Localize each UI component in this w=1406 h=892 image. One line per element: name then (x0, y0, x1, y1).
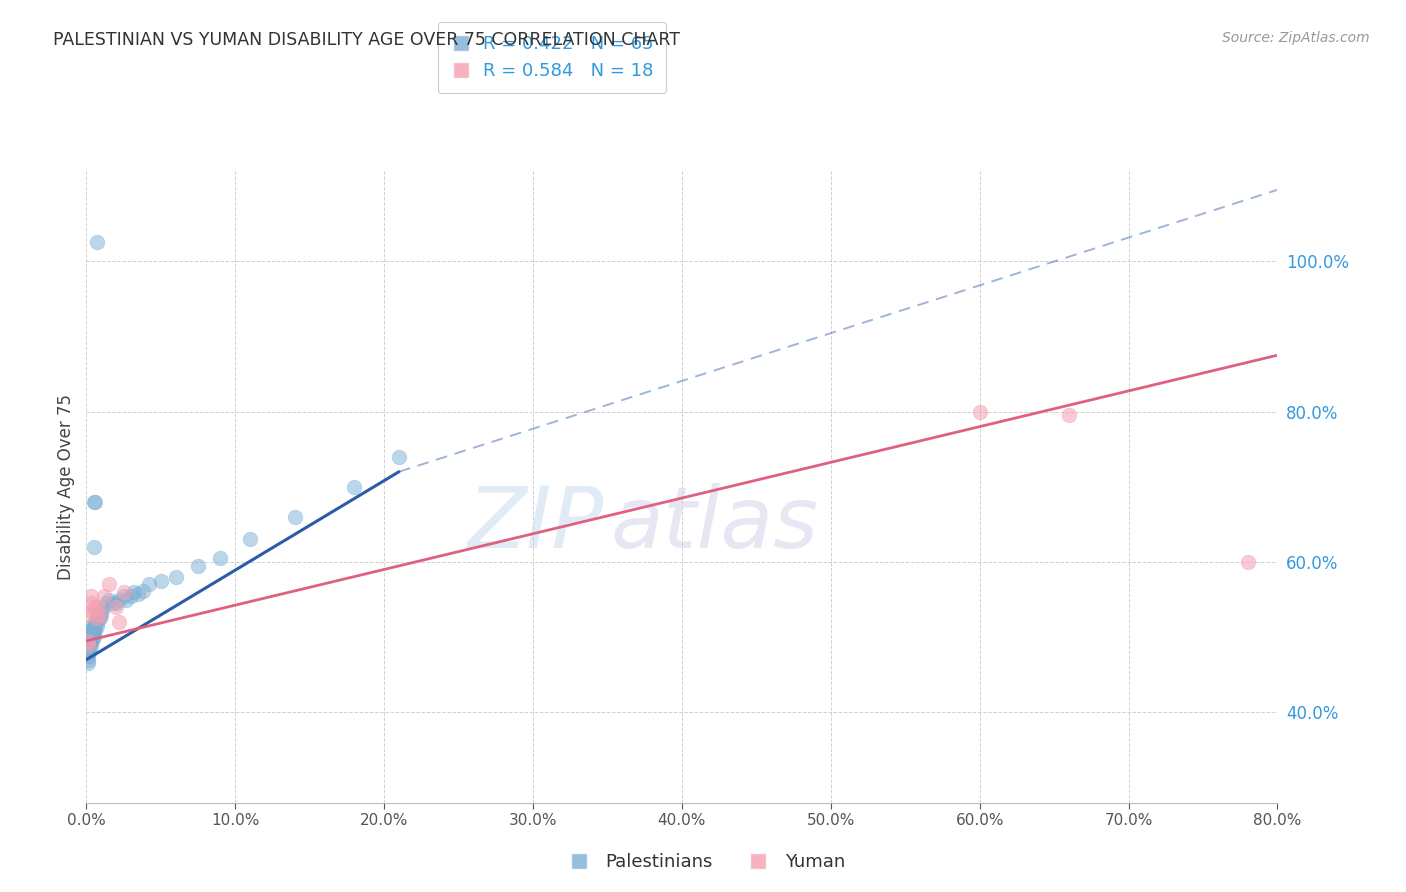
Point (76, 657, 98, 671)
Point (969, 404, 991, 418)
Point (80, 589, 103, 603)
Point (80, 626, 103, 640)
Point (80, 639, 103, 653)
Point (239, 533, 262, 547)
Point (105, 600, 128, 615)
Point (83, 626, 105, 640)
Point (93, 600, 115, 615)
Point (122, 585, 145, 599)
Point (77, 607, 100, 622)
Point (80, 623, 103, 637)
Point (80, 630, 103, 644)
Text: Source: ZipAtlas.com: Source: ZipAtlas.com (1222, 31, 1369, 45)
Point (84, 619, 107, 633)
Point (138, 577, 160, 591)
Point (82, 626, 104, 640)
Point (89, 607, 111, 622)
Point (87, 600, 110, 615)
Point (112, 585, 135, 599)
Point (84, 615, 107, 629)
Point (93, 589, 115, 603)
Point (76, 638, 98, 652)
Point (90, 607, 112, 622)
Point (76, 653, 98, 667)
Point (108, 592, 131, 607)
Point (76, 645, 98, 659)
Point (120, 589, 142, 603)
Point (388, 450, 411, 464)
Point (83, 495, 105, 509)
Legend: R = 0.422   N = 65, R = 0.584   N = 18: R = 0.422 N = 65, R = 0.584 N = 18 (437, 22, 666, 93)
Legend: Palestinians, Yuman: Palestinians, Yuman (554, 847, 852, 879)
Point (76, 641, 98, 656)
Point (86, 611, 108, 625)
Point (1236, 555, 1258, 569)
Point (82, 604, 104, 618)
Point (80, 596, 103, 610)
Point (80, 633, 103, 648)
Point (343, 480, 366, 494)
Point (77, 638, 100, 652)
Point (97, 577, 120, 591)
Text: ZIP: ZIP (468, 483, 605, 566)
Point (77, 641, 100, 656)
Point (83, 600, 105, 615)
Point (101, 596, 124, 610)
Point (83, 540, 105, 554)
Point (108, 615, 131, 629)
Point (87, 611, 110, 625)
Point (77, 633, 100, 648)
Point (76, 648, 98, 663)
Point (86, 619, 108, 633)
Point (76, 633, 98, 648)
Point (87, 607, 110, 622)
Point (112, 589, 135, 603)
Point (86, 615, 108, 629)
Point (76, 633, 98, 648)
Point (187, 558, 209, 573)
Point (82, 630, 104, 644)
Point (86, 611, 108, 625)
Point (77, 639, 100, 653)
Point (127, 586, 149, 600)
Point (76, 638, 98, 652)
Point (209, 551, 232, 566)
Point (89, 607, 111, 622)
Point (83, 623, 105, 637)
Point (86, 235, 108, 250)
Point (115, 592, 138, 607)
Text: atlas: atlas (610, 483, 818, 566)
Point (132, 583, 155, 598)
Text: PALESTINIAN VS YUMAN DISABILITY AGE OVER 75 CORRELATION CHART: PALESTINIAN VS YUMAN DISABILITY AGE OVER… (53, 31, 681, 49)
Point (165, 570, 187, 584)
Point (90, 604, 112, 618)
Point (94, 596, 117, 610)
Point (97, 592, 120, 607)
Point (77, 630, 100, 644)
Point (284, 509, 307, 524)
Point (77, 645, 100, 659)
Point (1057, 409, 1080, 423)
Point (76, 630, 98, 644)
Point (82, 619, 104, 633)
Point (84, 623, 107, 637)
Point (82, 623, 104, 637)
Point (82, 633, 104, 648)
Point (149, 574, 172, 588)
Point (89, 611, 111, 625)
Y-axis label: Disability Age Over 75: Disability Age Over 75 (58, 393, 75, 580)
Point (84, 495, 107, 509)
Point (105, 596, 128, 610)
Point (83, 630, 105, 644)
Point (83, 619, 105, 633)
